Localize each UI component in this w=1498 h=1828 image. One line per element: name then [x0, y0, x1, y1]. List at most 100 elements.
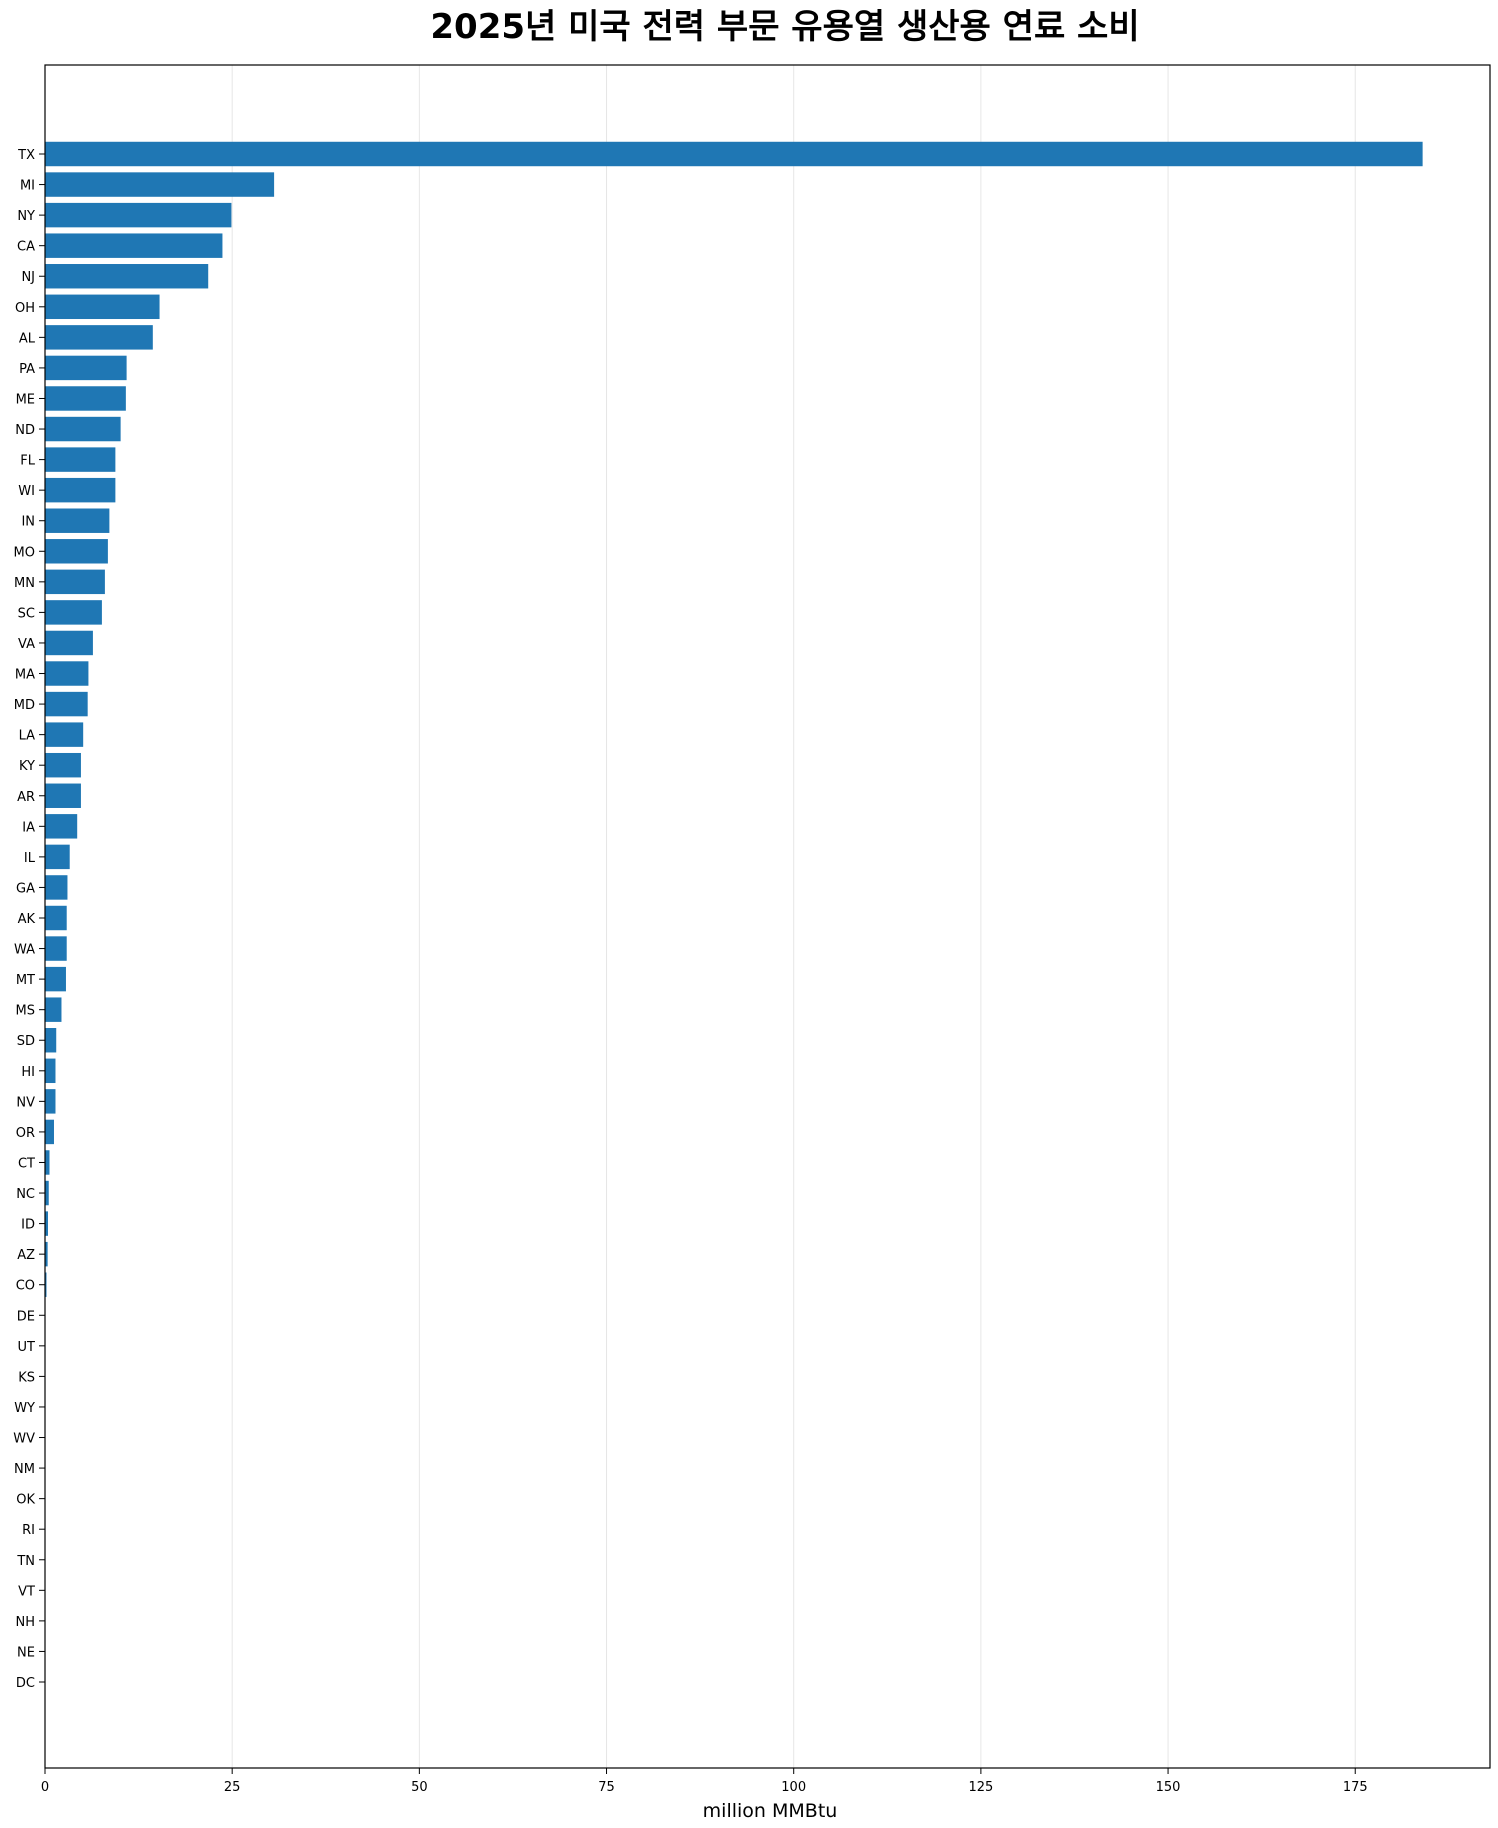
y-tick-label-ct: CT	[18, 1156, 35, 1171]
bar-al	[45, 325, 153, 350]
plot-frame	[44, 64, 1491, 1769]
x-tick-label: 25	[224, 1780, 241, 1795]
bar-mo	[45, 539, 108, 564]
y-tick-label-ak: AK	[18, 912, 36, 927]
bar-fl	[45, 447, 116, 472]
bar-ar	[45, 783, 81, 808]
y-tick-label-il: IL	[24, 851, 36, 866]
x-tick-label: 0	[41, 1780, 49, 1795]
bar-az	[45, 1241, 48, 1267]
y-tick-label-sc: SC	[18, 606, 35, 621]
bar-il	[45, 844, 70, 870]
bar-wi	[45, 477, 116, 503]
bar-mt	[45, 966, 66, 992]
bar-me	[45, 386, 126, 411]
y-tick-label-nj: NJ	[21, 270, 35, 285]
bar-ms	[45, 997, 62, 1022]
y-tick-label-ia: IA	[22, 820, 35, 835]
y-tick-label-ma: MA	[15, 668, 35, 683]
y-tick-label-ny: NY	[17, 209, 35, 224]
x-tick-label: 150	[1156, 1780, 1181, 1795]
y-tick-label-pa: PA	[19, 362, 35, 377]
y-tick-label-wv: WV	[13, 1432, 35, 1447]
y-axis-ticks: TX MI NY CA NJ OH AL PA ME ND FL WI IN MO MN SC VA MA MD LA…	[13, 148, 45, 1691]
x-tick-label: 125	[968, 1780, 993, 1795]
y-tick-label-de: DE	[17, 1309, 35, 1324]
x-axis-label: million MMBtu	[703, 1800, 838, 1822]
y-tick-label-az: AZ	[17, 1248, 35, 1263]
y-tick-label-al: AL	[19, 331, 36, 346]
y-tick-label-nm: NM	[14, 1462, 35, 1477]
y-tick-label-nh: NH	[16, 1615, 36, 1630]
y-tick-label-nd: ND	[15, 423, 35, 438]
y-tick-label-me: ME	[16, 392, 35, 407]
y-tick-label-sd: SD	[17, 1034, 35, 1049]
bar-la	[45, 722, 84, 747]
y-tick-label-ms: MS	[16, 1004, 35, 1019]
y-tick-label-ga: GA	[16, 881, 35, 896]
bar-or	[45, 1119, 54, 1145]
y-tick-label-ri: RI	[22, 1523, 35, 1538]
bar-nc	[45, 1180, 49, 1206]
y-tick-label-mt: MT	[16, 973, 35, 988]
y-tick-label-ar: AR	[17, 790, 35, 805]
y-tick-label-vt: VT	[18, 1584, 35, 1599]
y-tick-label-hi: HI	[21, 1065, 35, 1080]
bar-pa	[45, 355, 127, 381]
bar-oh	[45, 294, 160, 320]
bar-id	[45, 1211, 48, 1236]
chart-title: 2025년 미국 전력 부문 유용열 생산용 연료 소비	[430, 7, 1139, 47]
y-tick-label-co: CO	[16, 1279, 35, 1294]
bar-ma	[45, 661, 89, 686]
bar-nj	[45, 264, 209, 289]
bar-tx	[45, 141, 1423, 167]
y-tick-label-ne: NE	[17, 1645, 35, 1660]
y-tick-label-la: LA	[19, 729, 36, 744]
y-tick-label-md: MD	[14, 698, 35, 713]
bar-md	[45, 691, 88, 717]
y-tick-label-mn: MN	[14, 576, 35, 591]
y-tick-label-va: VA	[18, 637, 35, 652]
grid-lines	[231, 65, 1356, 1768]
y-tick-label-ok: OK	[16, 1493, 35, 1508]
bar-ct	[45, 1150, 50, 1175]
y-tick-label-ut: UT	[18, 1340, 36, 1355]
y-tick-label-wa: WA	[14, 943, 35, 958]
x-axis-ticks: 0 25 50 75 100 125 150 175	[41, 1768, 1368, 1795]
y-tick-label-nv: NV	[16, 1095, 35, 1110]
bar-ca	[45, 233, 223, 258]
bar-wa	[45, 936, 67, 961]
bar-nv	[45, 1089, 56, 1114]
y-tick-label-in: IN	[21, 515, 35, 530]
x-tick-label: 50	[411, 1780, 428, 1795]
y-tick-label-tx: TX	[17, 148, 35, 163]
y-tick-label-oh: OH	[15, 301, 35, 316]
bar-sc	[45, 600, 102, 625]
y-tick-label-ky: KY	[19, 759, 35, 774]
y-tick-label-wy: WY	[14, 1401, 35, 1416]
y-tick-label-fl: FL	[20, 454, 35, 469]
y-tick-label-dc: DC	[16, 1676, 35, 1691]
y-tick-label-mo: MO	[14, 545, 35, 560]
bar-va	[45, 630, 93, 656]
bar-ky	[45, 752, 81, 778]
y-tick-label-ca: CA	[17, 240, 35, 255]
bar-mn	[45, 569, 105, 595]
bars	[45, 141, 1423, 1695]
bar-nd	[45, 416, 121, 442]
y-tick-label-wi: WI	[18, 484, 35, 499]
bar-in	[45, 508, 110, 533]
x-tick-label: 175	[1343, 1780, 1368, 1795]
bar-ak	[45, 905, 67, 931]
bar-hi	[45, 1058, 56, 1084]
y-tick-label-id: ID	[21, 1218, 35, 1233]
y-tick-label-ks: KS	[18, 1370, 35, 1385]
y-tick-label-tn: TN	[16, 1554, 35, 1569]
bar-ia	[45, 814, 78, 839]
bar-co	[45, 1272, 47, 1297]
y-tick-label-mi: MI	[20, 179, 35, 194]
x-tick-label: 100	[781, 1780, 806, 1795]
bar-ga	[45, 875, 68, 900]
bar-mi	[45, 172, 275, 197]
